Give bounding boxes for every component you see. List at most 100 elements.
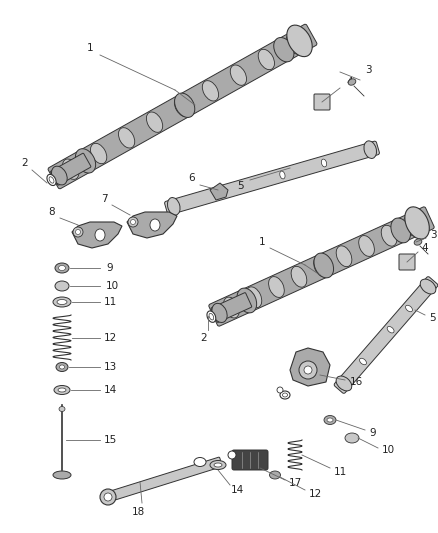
Ellipse shape	[277, 387, 283, 393]
Text: 13: 13	[103, 362, 117, 372]
Text: 9: 9	[370, 428, 376, 438]
Ellipse shape	[202, 80, 219, 101]
Ellipse shape	[246, 287, 262, 308]
Ellipse shape	[364, 141, 377, 158]
Text: 14: 14	[230, 485, 244, 495]
Polygon shape	[72, 222, 122, 248]
Ellipse shape	[286, 34, 302, 54]
Ellipse shape	[324, 416, 336, 424]
Ellipse shape	[60, 365, 64, 369]
Ellipse shape	[404, 215, 420, 236]
Ellipse shape	[59, 265, 66, 271]
Text: 9: 9	[107, 263, 113, 273]
Ellipse shape	[167, 198, 180, 215]
Ellipse shape	[268, 277, 284, 297]
Text: 4: 4	[347, 77, 353, 87]
Ellipse shape	[304, 366, 312, 374]
Ellipse shape	[348, 79, 356, 85]
Text: 2: 2	[22, 158, 28, 168]
Text: 14: 14	[103, 385, 117, 395]
FancyBboxPatch shape	[48, 24, 317, 189]
Ellipse shape	[258, 49, 275, 70]
Ellipse shape	[360, 358, 367, 365]
Ellipse shape	[58, 388, 66, 392]
Ellipse shape	[327, 418, 333, 422]
Ellipse shape	[237, 288, 257, 313]
Ellipse shape	[146, 112, 162, 132]
Ellipse shape	[414, 239, 422, 245]
Text: 8: 8	[49, 207, 55, 217]
Text: 5: 5	[237, 181, 244, 191]
Polygon shape	[290, 348, 330, 386]
Ellipse shape	[209, 313, 214, 320]
FancyBboxPatch shape	[165, 141, 379, 215]
Text: 12: 12	[103, 333, 117, 343]
Ellipse shape	[49, 177, 54, 183]
Ellipse shape	[118, 128, 135, 148]
Ellipse shape	[420, 279, 436, 294]
Ellipse shape	[269, 471, 280, 479]
Ellipse shape	[210, 461, 226, 470]
Ellipse shape	[100, 489, 116, 505]
Ellipse shape	[131, 220, 135, 224]
Ellipse shape	[73, 227, 83, 237]
Text: 12: 12	[308, 489, 321, 499]
Ellipse shape	[283, 393, 287, 397]
Ellipse shape	[47, 174, 56, 185]
Ellipse shape	[387, 327, 394, 333]
FancyBboxPatch shape	[209, 207, 434, 326]
Ellipse shape	[274, 37, 294, 62]
Text: 11: 11	[333, 467, 346, 477]
Text: 18: 18	[131, 507, 145, 517]
Ellipse shape	[280, 391, 290, 399]
Polygon shape	[210, 183, 228, 200]
Ellipse shape	[104, 493, 112, 501]
FancyBboxPatch shape	[334, 277, 438, 393]
Text: 11: 11	[103, 297, 117, 307]
Ellipse shape	[55, 281, 69, 291]
FancyBboxPatch shape	[211, 293, 252, 322]
Ellipse shape	[406, 305, 413, 312]
Text: 10: 10	[106, 281, 119, 291]
Text: 3: 3	[430, 230, 436, 240]
Ellipse shape	[314, 256, 329, 277]
Ellipse shape	[212, 303, 227, 322]
Ellipse shape	[223, 297, 239, 318]
Ellipse shape	[287, 25, 312, 56]
Ellipse shape	[230, 65, 247, 85]
Text: 15: 15	[103, 435, 117, 445]
Ellipse shape	[54, 385, 70, 394]
Ellipse shape	[336, 246, 352, 266]
Text: 3: 3	[365, 65, 371, 75]
Ellipse shape	[280, 171, 285, 179]
Text: 10: 10	[381, 445, 395, 455]
Ellipse shape	[194, 457, 206, 466]
FancyBboxPatch shape	[232, 450, 268, 470]
Ellipse shape	[228, 451, 236, 459]
FancyBboxPatch shape	[314, 94, 330, 110]
Text: 1: 1	[259, 237, 265, 247]
Ellipse shape	[56, 362, 68, 372]
Ellipse shape	[207, 311, 216, 322]
Ellipse shape	[75, 230, 81, 235]
Text: 6: 6	[189, 173, 195, 183]
Ellipse shape	[391, 218, 410, 243]
Text: 2: 2	[201, 333, 207, 343]
Ellipse shape	[128, 217, 138, 227]
Ellipse shape	[53, 297, 71, 307]
Ellipse shape	[345, 433, 359, 443]
Ellipse shape	[52, 166, 67, 185]
Ellipse shape	[150, 219, 160, 231]
Ellipse shape	[359, 236, 374, 256]
Ellipse shape	[336, 376, 352, 391]
Ellipse shape	[381, 225, 397, 246]
Text: 7: 7	[101, 194, 107, 204]
Ellipse shape	[55, 263, 69, 273]
Text: 16: 16	[350, 377, 363, 387]
FancyBboxPatch shape	[50, 154, 91, 185]
Ellipse shape	[95, 229, 105, 241]
Text: 4: 4	[422, 243, 428, 253]
Ellipse shape	[174, 96, 191, 117]
Text: 5: 5	[429, 313, 435, 323]
Ellipse shape	[299, 361, 317, 379]
